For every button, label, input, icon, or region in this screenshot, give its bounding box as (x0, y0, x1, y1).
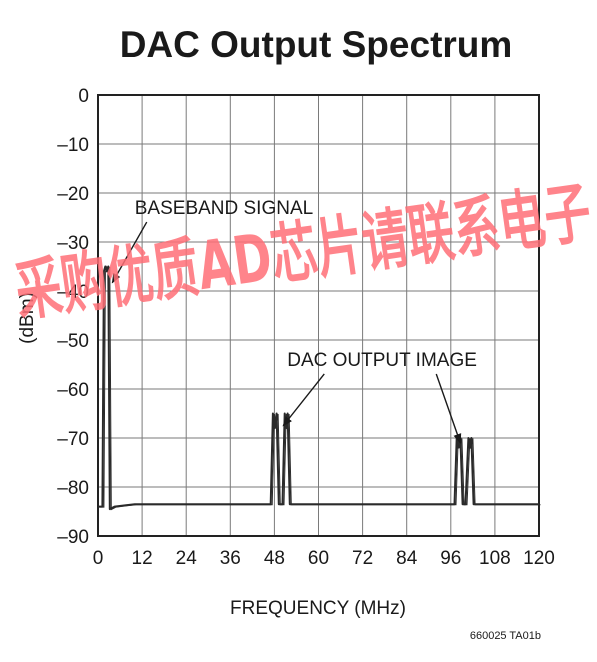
spectrum-line-trace (99, 265, 541, 511)
grid-lines (98, 95, 539, 536)
x-tick-label: 36 (220, 548, 241, 569)
x-tick-label: 0 (93, 548, 104, 569)
y-tick-label: –30 (57, 233, 89, 254)
figure-id: 660025 TA01b (470, 630, 541, 642)
y-tick-label: –10 (57, 135, 89, 156)
annotation-arrow (111, 221, 148, 284)
y-tick-label: –20 (57, 184, 89, 205)
x-tick-label: 96 (440, 548, 461, 569)
x-tick-label: 120 (523, 548, 555, 569)
x-tick-labels: 0 12 24 36 48 60 72 84 96 108 120 (93, 548, 555, 569)
x-tick-label: 12 (132, 548, 153, 569)
plot-frame (97, 94, 540, 537)
x-tick-label: 84 (396, 548, 418, 569)
y-tick-label: –60 (57, 380, 89, 401)
series-layer (98, 265, 541, 511)
y-tick-labels: 0 –10 –20 –30 –40 –50 –60 –70 –80 –90 (57, 86, 89, 548)
y-tick-label: –90 (57, 527, 89, 548)
x-tick-label: 72 (352, 548, 373, 569)
x-tick-label: 108 (479, 548, 511, 569)
x-tick-label: 24 (176, 548, 198, 569)
annotations: BASEBAND SIGNAL DAC OUTPUT IMAGE (111, 198, 477, 444)
annotation-label: DAC OUTPUT IMAGE (287, 350, 477, 371)
y-tick-label: –70 (57, 429, 89, 450)
y-tick-label: –50 (57, 331, 89, 352)
y-tick-label: –80 (57, 478, 89, 499)
y-tick-label: –40 (57, 282, 89, 303)
x-tick-label: 48 (264, 548, 285, 569)
chart-title: DAC Output Spectrum (120, 24, 513, 65)
y-tick-label: 0 (78, 86, 89, 107)
y-axis-label: (dBm) (17, 292, 38, 344)
annotation-arrow (282, 373, 325, 427)
x-tick-label: 60 (308, 548, 329, 569)
annotation-label: BASEBAND SIGNAL (135, 198, 313, 219)
annotation-arrow (435, 373, 462, 444)
x-axis-label: FREQUENCY (MHz) (230, 598, 406, 619)
